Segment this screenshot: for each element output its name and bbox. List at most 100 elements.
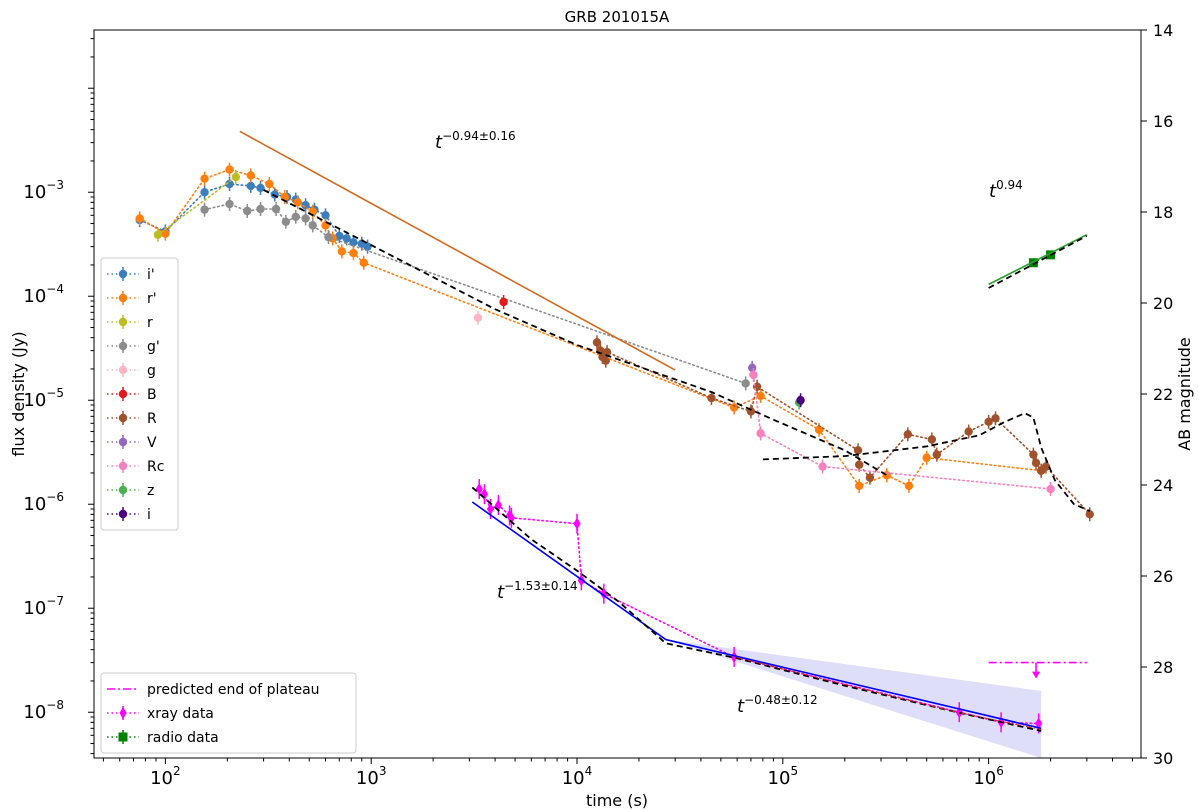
data-point — [225, 179, 234, 189]
data-point — [308, 221, 317, 230]
data-point — [349, 238, 358, 247]
data-point — [231, 172, 241, 182]
y-axis-label: flux density (Jy) — [9, 331, 28, 456]
data-point — [602, 347, 612, 357]
data-point — [729, 403, 739, 412]
data-point — [324, 232, 333, 242]
data-point — [854, 460, 864, 469]
series-i-prime — [135, 176, 372, 254]
legend-label-i-prime: i' — [147, 267, 155, 283]
data-point — [991, 414, 1000, 423]
data-point — [475, 483, 483, 496]
y2-tick-label: 22 — [1153, 385, 1173, 404]
series-r-prime — [135, 162, 1046, 493]
data-point — [1031, 458, 1041, 468]
series-line — [203, 203, 747, 385]
data-point — [265, 179, 274, 189]
legend-marker — [118, 293, 128, 303]
data-point — [1046, 484, 1055, 494]
data-point — [904, 481, 914, 491]
data-point — [256, 183, 265, 193]
y-tick-label: 10−4 — [23, 282, 64, 307]
series-line — [596, 341, 1091, 516]
y2-tick-label: 28 — [1153, 658, 1173, 677]
data-point — [854, 481, 864, 491]
data-point — [756, 429, 765, 438]
y-tick-label: 10−7 — [23, 594, 64, 619]
data-point — [932, 450, 941, 459]
data-point — [246, 171, 255, 180]
legend-marker — [118, 389, 128, 399]
data-point — [281, 217, 291, 226]
legend-marker — [118, 365, 128, 375]
data-point — [903, 430, 913, 439]
y-tick-label: 10−5 — [23, 386, 64, 411]
data-point — [200, 188, 209, 197]
legend-label-radio-data: radio data — [147, 730, 219, 746]
data-point — [256, 204, 265, 214]
data-point — [749, 370, 758, 380]
legend-marker — [118, 509, 128, 519]
xray-uncertainty-band — [665, 639, 1042, 758]
data-point — [135, 214, 144, 223]
data-point — [486, 502, 495, 515]
fit-label: t−1.53±0.14 — [497, 579, 578, 603]
series-r — [153, 170, 241, 242]
fit-line — [239, 130, 676, 371]
data-point — [293, 198, 303, 207]
legend-marker — [118, 461, 128, 471]
series-i — [796, 393, 805, 408]
y-tick-label: 10−3 — [23, 178, 64, 203]
legend-label-i: i — [147, 507, 151, 523]
data-point — [573, 517, 581, 530]
series-line — [157, 176, 237, 236]
fit-line — [988, 234, 1088, 286]
legend-label-g: g — [147, 363, 156, 379]
data-point — [1085, 510, 1094, 519]
data-point — [337, 247, 347, 256]
legend-label-v: V — [147, 435, 157, 451]
data-point — [922, 453, 931, 462]
data-point — [814, 425, 824, 434]
y-tick-label: 10−8 — [23, 698, 64, 723]
series-line — [138, 168, 1042, 487]
chart-title: GRB 201015A — [565, 8, 670, 26]
legend-box — [100, 672, 357, 754]
legend-marker — [118, 269, 128, 279]
series-r — [592, 335, 1094, 522]
series-rc — [749, 367, 1055, 497]
legend-label-g-prime: g' — [147, 339, 160, 355]
data-point — [271, 204, 281, 214]
data-point — [291, 212, 300, 222]
legend-marker — [118, 732, 128, 742]
series-b — [499, 295, 508, 310]
data-point — [499, 297, 508, 307]
legend-label-r-prime: r' — [147, 291, 157, 307]
legend-label-r: R — [147, 411, 157, 427]
data-point — [796, 396, 805, 405]
xray-model-overlay — [737, 657, 1042, 731]
legend-marker — [118, 437, 128, 447]
data-point — [964, 427, 973, 436]
legend-marker — [118, 317, 128, 327]
x-tick-label: 106 — [973, 764, 1004, 789]
data-point — [601, 356, 610, 365]
axes: t−0.94±0.16 t−1.53±0.14 t−0.48±0.12 t0.94 10… — [23, 21, 1173, 789]
x-tick-label: 102 — [150, 764, 181, 789]
data-point — [865, 473, 875, 482]
data-point — [359, 258, 368, 267]
plot-area — [135, 130, 1094, 758]
x-tick-label: 103 — [356, 764, 387, 789]
legend-other: predicted end of plateau xray data radio d… — [100, 672, 357, 754]
fit-line — [471, 501, 667, 641]
data-point — [1035, 717, 1043, 730]
data-point — [200, 205, 209, 214]
legend-box — [100, 257, 179, 531]
data-point — [707, 393, 716, 403]
y2-tick-label: 20 — [1153, 294, 1173, 313]
y2-tick-label: 16 — [1153, 112, 1173, 131]
legend-marker — [118, 341, 128, 351]
x-tick-label: 105 — [768, 764, 799, 789]
data-point — [225, 165, 234, 174]
